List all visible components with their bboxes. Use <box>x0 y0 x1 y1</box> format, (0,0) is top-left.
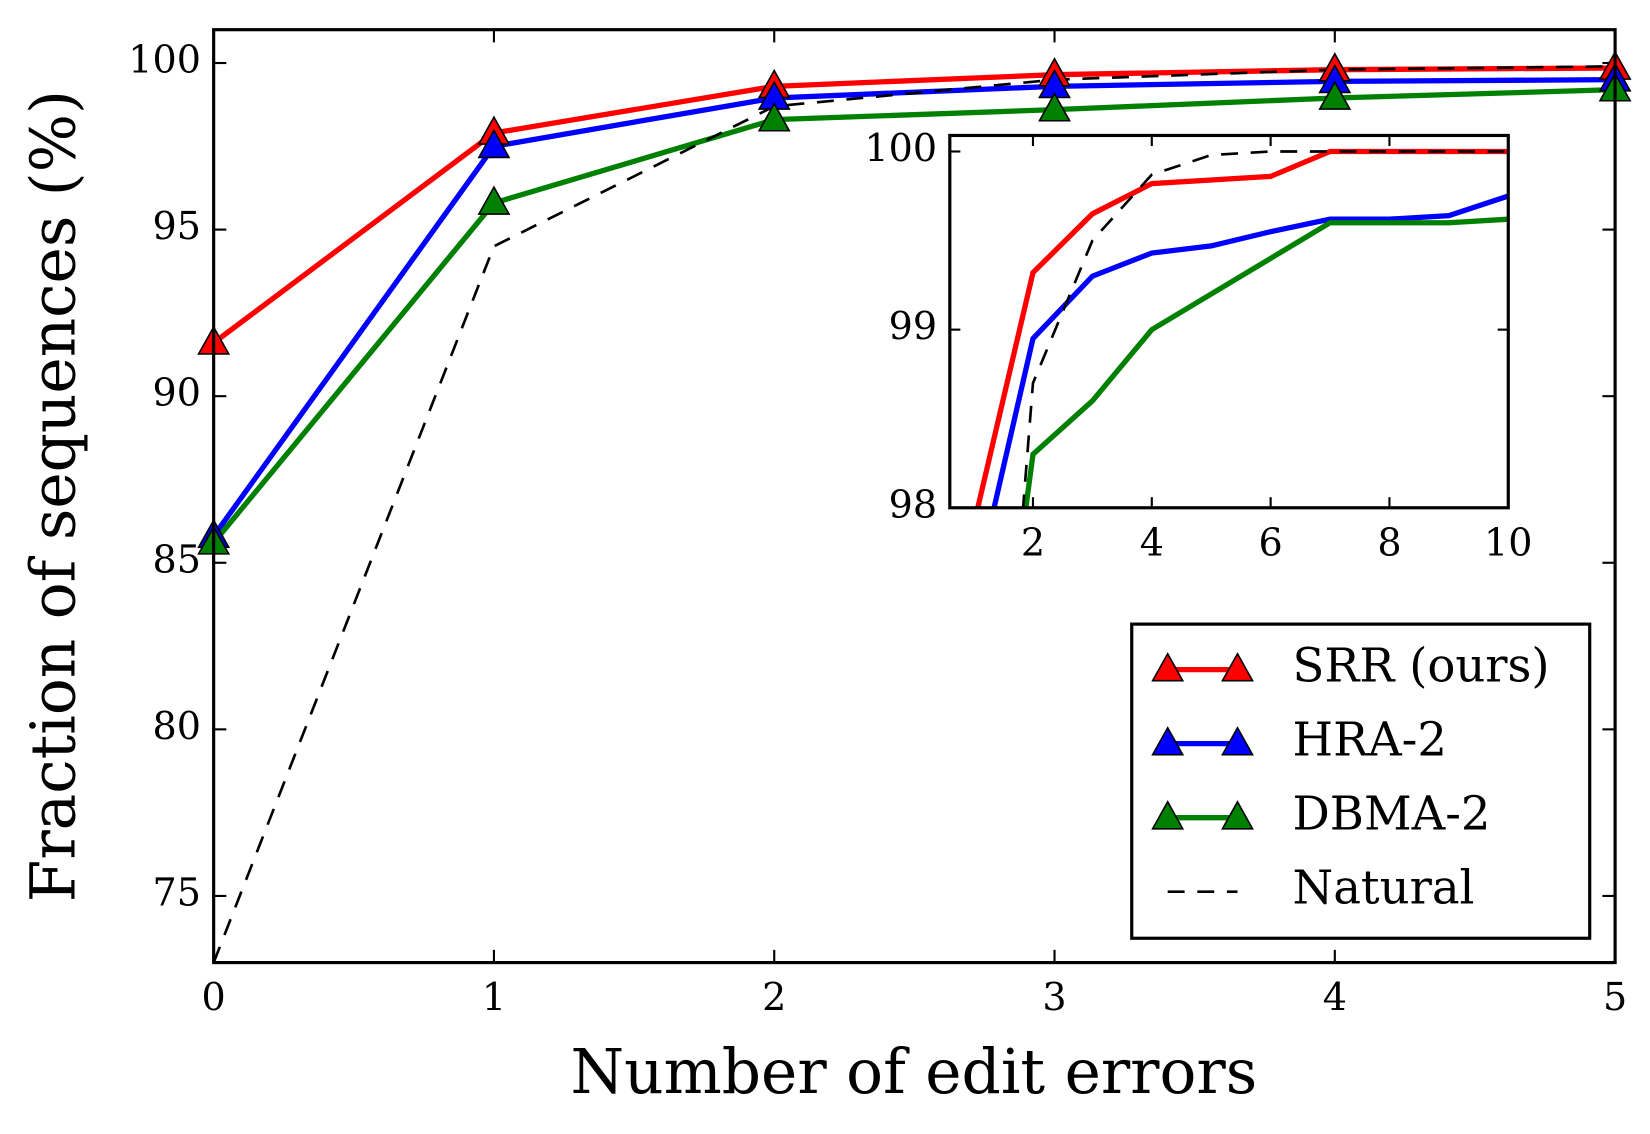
y-tick-label: 100 <box>864 126 937 170</box>
y-tick-label: 100 <box>128 38 201 82</box>
y-tick-label: 99 <box>889 304 937 348</box>
x-tick-label: 4 <box>1323 975 1347 1019</box>
marker <box>1038 92 1071 122</box>
marker <box>477 128 511 159</box>
marker <box>1318 80 1352 110</box>
x-tick-label: 10 <box>1484 520 1532 564</box>
series-line <box>213 65 1616 963</box>
y-axis-label: Fraction of sequences (%) <box>18 90 89 902</box>
x-tick-label: 2 <box>1021 520 1045 564</box>
x-tick-label: 1 <box>482 975 506 1019</box>
x-tick-label: 4 <box>1140 520 1164 564</box>
legend-label: HRA-2 <box>1293 713 1448 767</box>
y-tick-label: 90 <box>153 371 201 415</box>
legend-marker <box>1151 726 1185 756</box>
legend-marker <box>1221 800 1254 830</box>
series-group <box>213 65 1616 963</box>
legend-label: SRR (ours) <box>1293 639 1550 693</box>
x-axis-label: Number of edit errors <box>570 1037 1257 1108</box>
legend-box <box>1130 622 1592 940</box>
series-line <box>213 87 1616 545</box>
legend-marker <box>1151 800 1185 830</box>
legend-label: DBMA-2 <box>1293 787 1491 841</box>
x-tick-label: 6 <box>1259 520 1283 564</box>
y-tick-label: 75 <box>153 870 201 914</box>
axes-frame <box>212 28 1617 965</box>
legend-marker <box>1221 652 1254 682</box>
y-tick-label: 98 <box>889 482 937 526</box>
series-line <box>1023 216 1509 508</box>
legend-marker <box>1151 652 1185 682</box>
y-tick-label: 95 <box>153 204 201 248</box>
y-tick-label: 80 <box>153 704 201 748</box>
x-tick-label: 2 <box>762 975 786 1019</box>
series-group <box>975 148 1509 508</box>
x-tick-label: 8 <box>1377 520 1401 564</box>
y-tick-label: 85 <box>153 537 201 581</box>
x-tick-label: 5 <box>1603 975 1627 1019</box>
axes-frame <box>948 133 1510 510</box>
legend-label: Natural <box>1293 861 1475 915</box>
series-line <box>991 193 1509 508</box>
legend-marker <box>1221 726 1254 756</box>
x-tick-label: 0 <box>202 975 226 1019</box>
x-tick-label: 3 <box>1042 975 1066 1019</box>
marker <box>477 185 511 215</box>
series-line <box>975 148 1509 508</box>
marker <box>757 102 791 132</box>
